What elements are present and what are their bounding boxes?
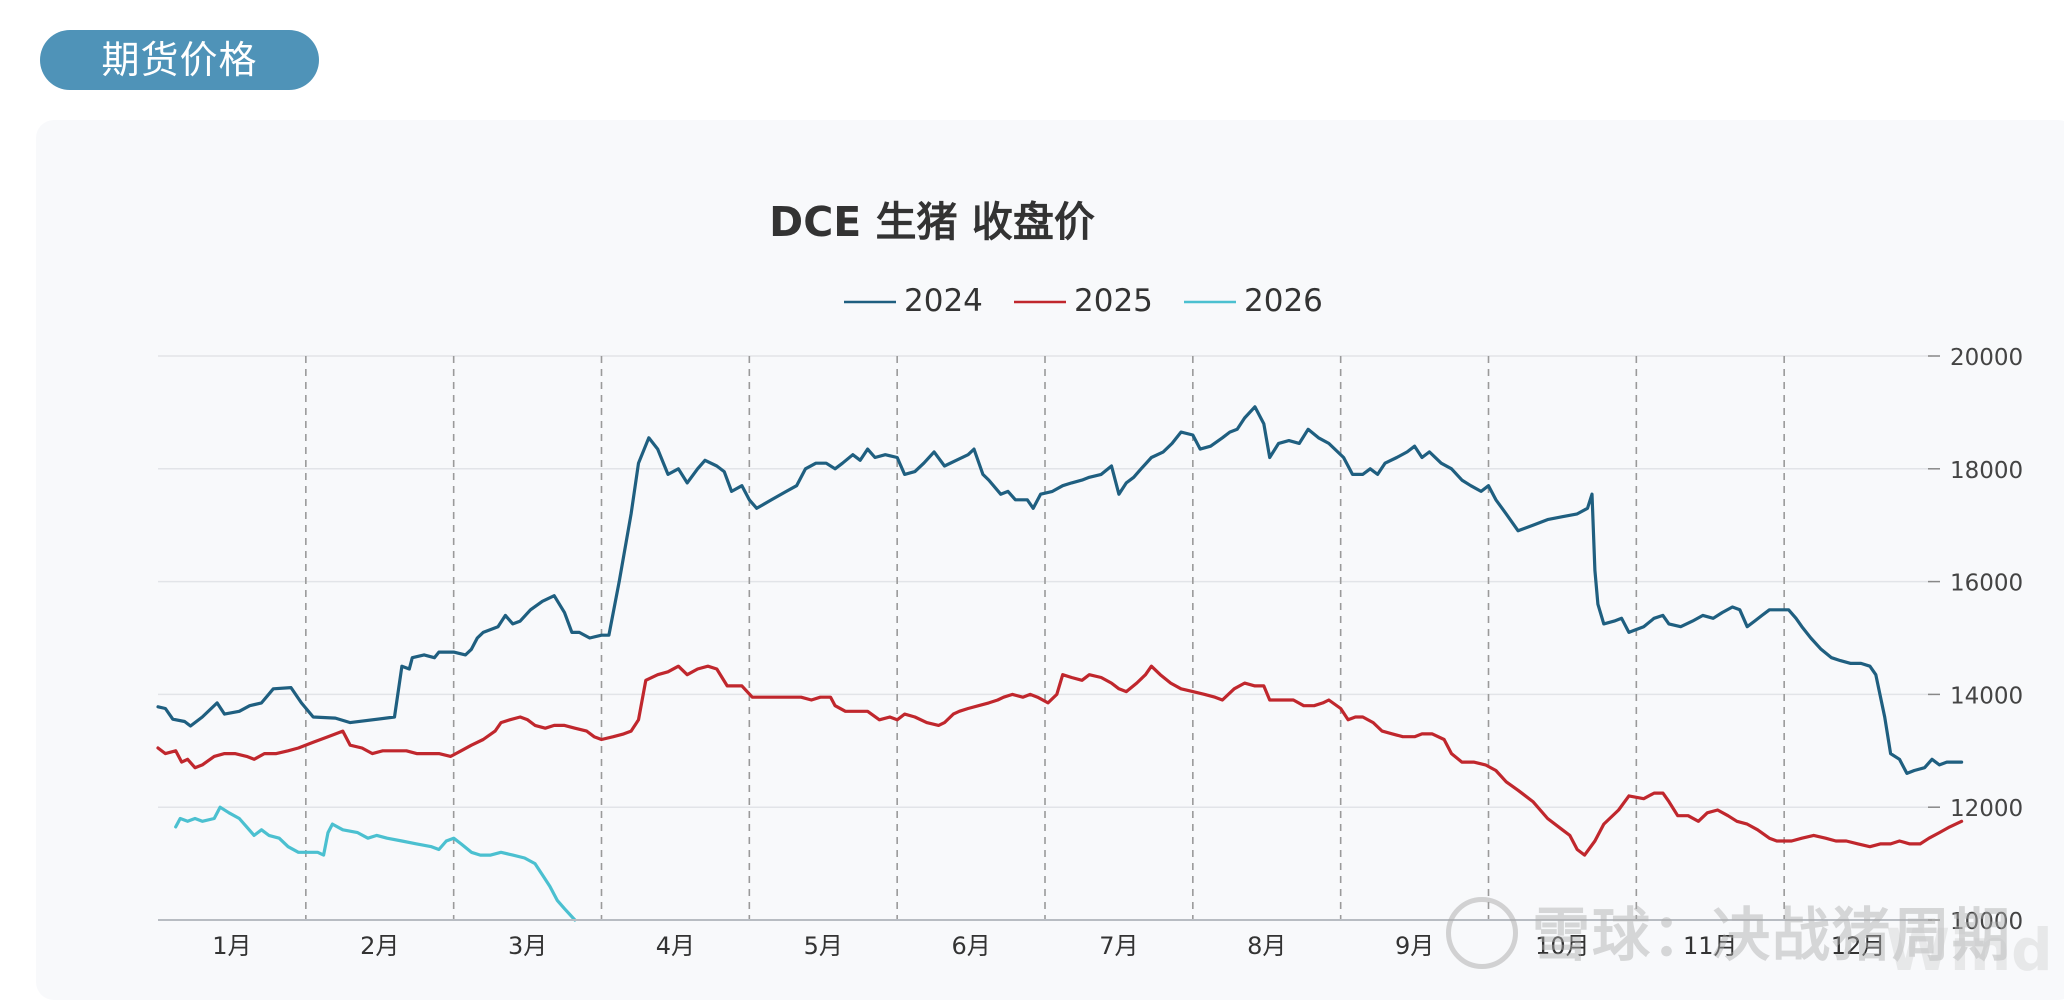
legend-item[interactable]: 2026 [1184, 283, 1323, 319]
chart-grid [158, 355, 1932, 921]
y-tick-label: 12000 [1950, 796, 2023, 822]
legend-label: 2025 [1074, 283, 1153, 319]
y-tick-label: 18000 [1950, 458, 2023, 484]
x-tick-label: 6月 [951, 932, 990, 960]
x-tick-label: 8月 [1247, 932, 1286, 960]
legend-item[interactable]: 2025 [1014, 283, 1153, 319]
chart-title: DCE 生猪 收盘价 [769, 198, 1095, 246]
x-tick-label: 3月 [508, 932, 547, 960]
legend-label: 2026 [1244, 283, 1323, 319]
chart-legend: 2024 2025 2026 [844, 283, 1323, 319]
watermark: 雪球：决战猪周期 [1446, 888, 2012, 975]
x-tick-label: 7月 [1099, 932, 1138, 960]
watermark-text: 雪球：决战猪周期 [1532, 901, 2013, 969]
y-tick-label: 14000 [1950, 683, 2023, 709]
x-tick-label: 1月 [212, 932, 251, 960]
chart-axes: 10000 12000 14000 16000 18000 20000 1月 2月 3月 4月 5月… [158, 345, 2023, 960]
series-line-2025 [156, 664, 1964, 857]
x-tick-label: 9月 [1395, 932, 1434, 960]
watermark-wind: Wind [1886, 916, 2053, 984]
x-tick-label: 4月 [656, 932, 695, 960]
series-line-2026 [174, 805, 577, 922]
x-tick-label: 12月 [1831, 932, 1886, 960]
x-tick-label: 2月 [360, 932, 399, 960]
legend-item[interactable]: 2024 [844, 283, 983, 319]
section-tag: 期货价格 [40, 30, 319, 90]
y-tick-label: 16000 [1950, 571, 2023, 597]
series-line-2024 [156, 405, 1964, 775]
y-tick-label: 20000 [1950, 345, 2023, 371]
chart-card [36, 120, 2064, 1000]
legend-label: 2024 [904, 283, 983, 319]
series-layer [156, 405, 1964, 922]
x-tick-label: 5月 [804, 932, 843, 960]
xueqiu-logo-icon [1446, 896, 1518, 969]
x-tick-label: 10月 [1535, 932, 1590, 960]
y-tick-label: 10000 [1950, 909, 2023, 935]
x-tick-label: 11月 [1683, 932, 1738, 960]
